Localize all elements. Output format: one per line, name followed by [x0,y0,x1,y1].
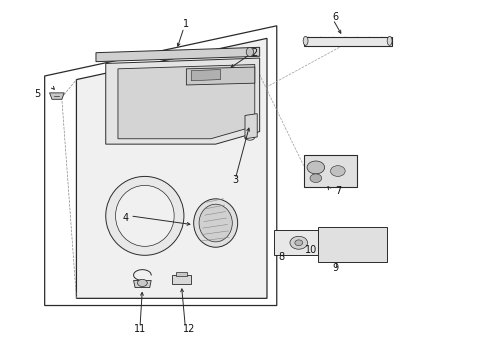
Text: 6: 6 [332,12,339,22]
Circle shape [138,279,147,287]
Polygon shape [245,114,257,139]
Polygon shape [96,47,260,62]
Text: 12: 12 [183,324,195,334]
Polygon shape [134,280,151,288]
Polygon shape [186,67,255,85]
Ellipse shape [116,185,174,246]
Text: 7: 7 [335,186,341,196]
Polygon shape [118,64,255,139]
Text: 3: 3 [232,175,238,185]
Ellipse shape [106,176,184,255]
Polygon shape [175,272,187,276]
Text: 4: 4 [122,213,128,222]
Polygon shape [191,69,220,81]
Circle shape [310,174,322,183]
Polygon shape [304,155,357,187]
Ellipse shape [246,48,253,57]
Ellipse shape [194,199,238,247]
Text: 1: 1 [183,19,190,29]
Text: 10: 10 [305,245,317,255]
Text: 8: 8 [279,252,285,262]
Polygon shape [304,37,392,45]
Polygon shape [76,39,267,298]
Polygon shape [45,26,277,306]
Circle shape [307,161,325,174]
Text: 2: 2 [252,48,258,58]
Polygon shape [49,93,64,99]
Ellipse shape [387,36,392,45]
Circle shape [290,236,308,249]
Circle shape [331,166,345,176]
Polygon shape [172,275,191,284]
Circle shape [295,240,303,246]
Text: 9: 9 [332,263,339,273]
Ellipse shape [303,36,308,45]
Text: 11: 11 [134,324,146,334]
Polygon shape [318,226,387,262]
Ellipse shape [199,204,232,242]
Text: 5: 5 [34,89,41,99]
Polygon shape [106,58,260,144]
Polygon shape [274,230,318,255]
